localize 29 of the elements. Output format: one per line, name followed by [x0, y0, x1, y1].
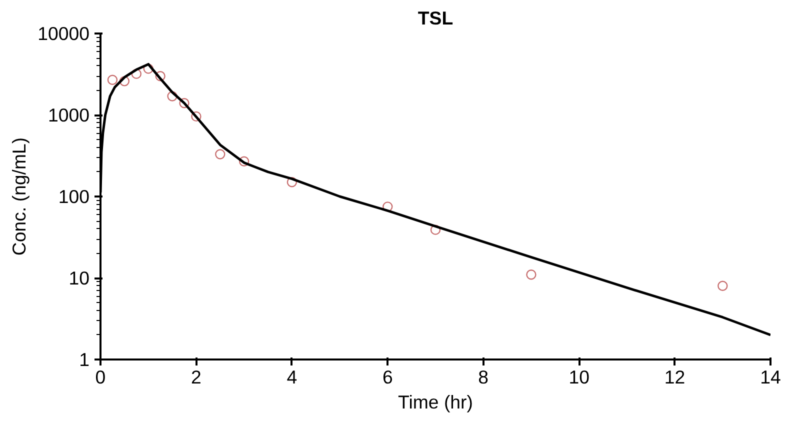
point — [430, 224, 441, 235]
point — [238, 156, 250, 166]
y-tick-label: 1000 — [48, 104, 90, 126]
chart-title: TSL — [418, 8, 454, 28]
y-tick-label: 10 — [68, 268, 90, 288]
x-axis-title: Time (hr) — [398, 392, 473, 412]
x-tick-label: 4 — [286, 366, 298, 388]
x-tick-label: 2 — [191, 366, 202, 388]
x-tick-label: 14 — [760, 366, 781, 388]
point — [131, 68, 142, 79]
x-tick-label: 0 — [95, 366, 106, 388]
point — [215, 149, 226, 160]
y-axis-title: Conc. (ng/mL) — [8, 137, 30, 256]
point — [526, 270, 536, 280]
point — [107, 74, 118, 85]
point — [119, 76, 130, 86]
point — [155, 71, 166, 82]
y-tick-label: 1 — [79, 349, 90, 370]
point — [191, 111, 202, 122]
x-tick-label: 8 — [478, 366, 489, 388]
x-tick-label: 10 — [568, 366, 590, 388]
point — [718, 280, 728, 291]
x-tick-label: 6 — [382, 366, 393, 388]
point — [179, 98, 190, 108]
y-tick-label: 10000 — [38, 23, 90, 44]
point — [286, 177, 298, 188]
point — [167, 91, 178, 102]
x-tick-label: 12 — [664, 366, 686, 388]
y-tick-label: 100 — [58, 186, 90, 207]
